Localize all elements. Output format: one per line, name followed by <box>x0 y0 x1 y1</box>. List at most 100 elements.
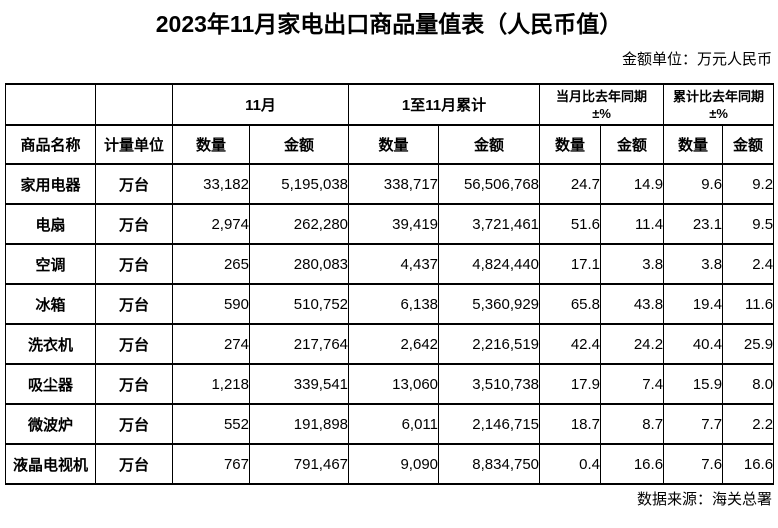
cum-amount: 5,360,929 <box>438 283 541 325</box>
yoy-qty-pct: 3.8 <box>663 243 724 285</box>
nov-qty: 590 <box>172 283 250 325</box>
cum-qty: 39,419 <box>348 203 440 245</box>
measure-unit: 万台 <box>95 323 173 365</box>
product-name: 微波炉 <box>5 403 96 445</box>
cum-qty: 4,437 <box>348 243 440 285</box>
header-sub-row: 商品名称 计量单位 数量 金额 数量 金额 数量 金额 数量 金额 <box>5 124 775 165</box>
table-row-lcd-tv: 液晶电视机 万台 767 791,467 9,090 8,834,750 0.4… <box>5 443 775 485</box>
mom-amount-pct: 16.6 <box>600 443 665 485</box>
table-row-washing-machine: 洗衣机 万台 274 217,764 2,642 2,216,519 42.4 … <box>5 323 775 365</box>
product-name: 洗衣机 <box>5 323 96 365</box>
yoy-qty-pct: 9.6 <box>663 163 724 205</box>
yoy-amount-pct: 9.2 <box>722 163 775 205</box>
header-group-cumulative: 1至11月累计 <box>348 83 541 126</box>
source-note: 数据来源：海关总署 <box>636 491 772 508</box>
header-nov-qty: 数量 <box>172 124 250 165</box>
yoy-amount-pct: 8.0 <box>722 363 775 405</box>
mom-amount-pct: 24.2 <box>600 323 665 365</box>
measure-unit: 万台 <box>95 363 173 405</box>
product-name: 家用电器 <box>5 163 96 205</box>
product-name: 液晶电视机 <box>5 443 96 485</box>
cum-amount: 4,824,440 <box>438 243 541 285</box>
nov-qty: 767 <box>172 443 250 485</box>
nov-amount: 217,764 <box>248 323 350 365</box>
nov-qty: 2,974 <box>172 203 250 245</box>
cum-amount: 2,146,715 <box>438 403 541 445</box>
export-stats-table: 11月 1至11月累计 当月比去年同期 ±% 累计比去年同期 ±% 商品名称 计量单… <box>5 83 775 485</box>
page-title: 2023年11月家电出口商品量值表（人民币值） <box>155 11 623 37</box>
cum-qty: 6,138 <box>348 283 440 325</box>
mom-amount-pct: 3.8 <box>600 243 665 285</box>
unit-note: 金额单位：万元人民币 <box>621 51 772 68</box>
header-product-name: 商品名称 <box>5 124 96 165</box>
nov-amount: 5,195,038 <box>248 163 350 205</box>
header-group-month-yoy-line1: 当月比去年同期 <box>556 88 648 104</box>
cum-amount: 56,506,768 <box>438 163 541 205</box>
header-group-month-yoy: 当月比去年同期 ±% <box>539 83 665 126</box>
nov-qty: 265 <box>172 243 250 285</box>
header-mom-amount: 金额 <box>600 124 665 165</box>
nov-amount: 280,083 <box>248 243 350 285</box>
nov-amount: 191,898 <box>248 403 350 445</box>
nov-amount: 791,467 <box>248 443 350 485</box>
header-group-cum-yoy: 累计比去年同期 ±% <box>663 83 775 126</box>
header-group-cum-yoy-line2: ±% <box>709 105 728 121</box>
table-row-home-appliances: 家用电器 万台 33,182 5,195,038 338,717 56,506,… <box>5 163 775 205</box>
table-row-vacuum-cleaner: 吸尘器 万台 1,218 339,541 13,060 3,510,738 17… <box>5 363 775 405</box>
yoy-qty-pct: 15.9 <box>663 363 724 405</box>
yoy-qty-pct: 19.4 <box>663 283 724 325</box>
mom-amount-pct: 43.8 <box>600 283 665 325</box>
measure-unit: 万台 <box>95 203 173 245</box>
mom-qty-pct: 51.6 <box>539 203 602 245</box>
nov-amount: 339,541 <box>248 363 350 405</box>
header-yoy-qty: 数量 <box>663 124 724 165</box>
table-row-refrigerator: 冰箱 万台 590 510,752 6,138 5,360,929 65.8 4… <box>5 283 775 325</box>
header-group-november: 11月 <box>171 83 350 126</box>
yoy-amount-pct: 2.4 <box>722 243 775 285</box>
mom-amount-pct: 14.9 <box>600 163 665 205</box>
yoy-qty-pct: 7.7 <box>663 403 724 445</box>
header-group-row: 11月 1至11月累计 当月比去年同期 ±% 累计比去年同期 ±% <box>5 83 775 126</box>
cum-qty: 2,642 <box>348 323 440 365</box>
cum-amount: 3,510,738 <box>438 363 541 405</box>
yoy-qty-pct: 23.1 <box>663 203 724 245</box>
product-name: 电扇 <box>5 203 96 245</box>
cum-qty: 338,717 <box>348 163 440 205</box>
mom-qty-pct: 65.8 <box>539 283 602 325</box>
header-nov-amount: 金额 <box>248 124 350 165</box>
table-row-microwave-oven: 微波炉 万台 552 191,898 6,011 2,146,715 18.7 … <box>5 403 775 445</box>
yoy-amount-pct: 16.6 <box>722 443 775 485</box>
header-measure-unit: 计量单位 <box>95 124 173 165</box>
nov-qty: 552 <box>172 403 250 445</box>
mom-qty-pct: 17.1 <box>539 243 602 285</box>
header-yoy-amount: 金额 <box>722 124 775 165</box>
header-cum-qty: 数量 <box>348 124 440 165</box>
nov-qty: 33,182 <box>172 163 250 205</box>
header-group-cum-yoy-line1: 累计比去年同期 <box>673 88 765 104</box>
yoy-qty-pct: 40.4 <box>663 323 724 365</box>
table-row-air-conditioner: 空调 万台 265 280,083 4,437 4,824,440 17.1 3… <box>5 243 775 285</box>
yoy-amount-pct: 11.6 <box>722 283 775 325</box>
mom-qty-pct: 0.4 <box>539 443 602 485</box>
header-group-month-yoy-line2: ±% <box>592 105 611 121</box>
header-empty-product <box>5 83 96 126</box>
cum-amount: 3,721,461 <box>438 203 541 245</box>
measure-unit: 万台 <box>95 163 173 205</box>
yoy-qty-pct: 7.6 <box>663 443 724 485</box>
nov-qty: 274 <box>172 323 250 365</box>
product-name: 空调 <box>5 243 96 285</box>
mom-amount-pct: 11.4 <box>600 203 665 245</box>
mom-qty-pct: 18.7 <box>539 403 602 445</box>
measure-unit: 万台 <box>95 243 173 285</box>
product-name: 冰箱 <box>5 283 96 325</box>
mom-qty-pct: 17.9 <box>539 363 602 405</box>
header-empty-unit <box>95 83 173 126</box>
cum-amount: 2,216,519 <box>438 323 541 365</box>
yoy-amount-pct: 2.2 <box>722 403 775 445</box>
mom-qty-pct: 24.7 <box>539 163 602 205</box>
cum-amount: 8,834,750 <box>438 443 541 485</box>
measure-unit: 万台 <box>95 403 173 445</box>
measure-unit: 万台 <box>95 443 173 485</box>
measure-unit: 万台 <box>95 283 173 325</box>
